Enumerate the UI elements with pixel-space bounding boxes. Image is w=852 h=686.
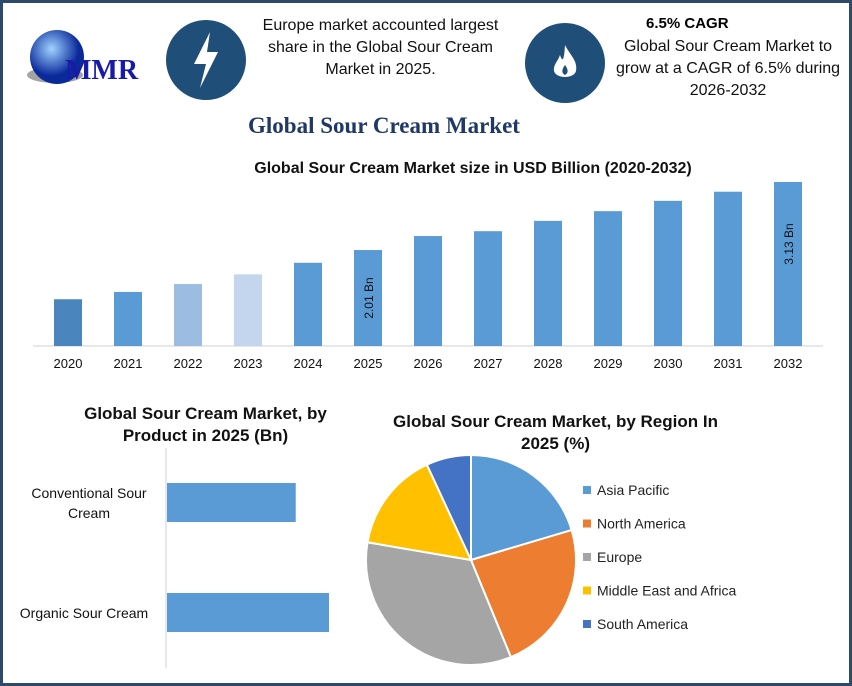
category-label: Conventional Sour <box>31 485 147 501</box>
globe-icon <box>27 30 84 84</box>
bar-2032 <box>774 182 802 346</box>
cagr-heading: 6.5% CAGR <box>646 15 729 32</box>
pie-slice-Europe <box>365 541 513 666</box>
bar-2022 <box>174 284 202 346</box>
bar-2021 <box>114 291 142 346</box>
x-tick-label: 2024 <box>294 356 323 371</box>
flame-icon <box>525 23 605 103</box>
bar-2027 <box>474 231 502 346</box>
legend-label: Middle East and Africa <box>597 583 737 599</box>
region-pie-chart: Asia Pacific North America Europe Middle Ea… <box>365 453 737 666</box>
pie-chart-title: Global Sour Cream Market, by Region In 2… <box>393 412 718 453</box>
bar-2024 <box>294 262 322 346</box>
logo-text: MMR <box>65 55 139 86</box>
bar-2020 <box>54 299 82 346</box>
legend-label: Asia Pacific <box>597 482 669 498</box>
bar-2028 <box>534 220 562 346</box>
highlight-europe: Europe market accounted largest share in… <box>262 17 499 78</box>
x-tick-label: 2027 <box>474 356 503 371</box>
market-size-bar-chart: 2020 2021 2022 2023 2024 2025 2.01 Bn 2026 2027 2… <box>33 182 823 371</box>
x-tick-label: 2022 <box>174 356 203 371</box>
bar-2026 <box>414 236 442 346</box>
category-label: Organic Sour Cream <box>20 605 148 621</box>
pie-slice-Middle East and Africa <box>366 463 473 562</box>
x-tick-label: 2032 <box>774 356 803 371</box>
x-tick-label: 2023 <box>234 356 263 371</box>
legend-swatch <box>583 586 591 595</box>
bar-2030 <box>654 200 682 346</box>
pie-slice-Asia Pacific <box>470 453 573 562</box>
bar-Conventional Sour Cream <box>167 483 296 522</box>
product-bar-chart: Conventional Sour Cream Organic Sour Cream <box>20 448 329 668</box>
bar-chart-title: Global Sour Cream Market size in USD Bil… <box>254 160 692 177</box>
pie-slice-South America <box>425 453 472 561</box>
x-tick-label: 2021 <box>114 356 143 371</box>
legend-swatch <box>583 620 591 628</box>
legend-swatch <box>583 519 591 528</box>
x-tick-label: 2025 <box>354 356 383 371</box>
x-tick-label: 2028 <box>534 356 563 371</box>
main-title: Global Sour Cream Market <box>248 113 520 138</box>
legend-swatch <box>583 553 591 561</box>
data-label: 2.01 Bn <box>362 277 376 318</box>
bar-Organic Sour Cream <box>167 593 329 632</box>
x-tick-label: 2026 <box>414 356 443 371</box>
x-tick-label: 2020 <box>54 356 83 371</box>
category-label: Cream <box>68 505 110 521</box>
bar-2023 <box>234 274 262 346</box>
product-chart-title: Global Sour Cream Market, by Product in … <box>84 404 327 445</box>
x-tick-label: 2031 <box>714 356 743 371</box>
bar-2029 <box>594 211 622 346</box>
x-tick-label: 2029 <box>594 356 623 371</box>
bar-2031 <box>714 191 742 346</box>
data-label: 3.13 Bn <box>782 223 796 264</box>
legend-label: South America <box>597 616 688 632</box>
legend-swatch <box>583 486 591 494</box>
pie-slice-North America <box>469 528 577 659</box>
lightning-icon <box>166 20 246 100</box>
bar-2025 <box>354 250 382 346</box>
mmr-logo: MMR <box>25 25 165 95</box>
x-tick-label: 2030 <box>654 356 683 371</box>
legend-label: North America <box>597 516 686 532</box>
highlight-cagr: Global Sour Cream Market to grow at a CA… <box>615 38 841 99</box>
legend-label: Europe <box>597 549 642 565</box>
